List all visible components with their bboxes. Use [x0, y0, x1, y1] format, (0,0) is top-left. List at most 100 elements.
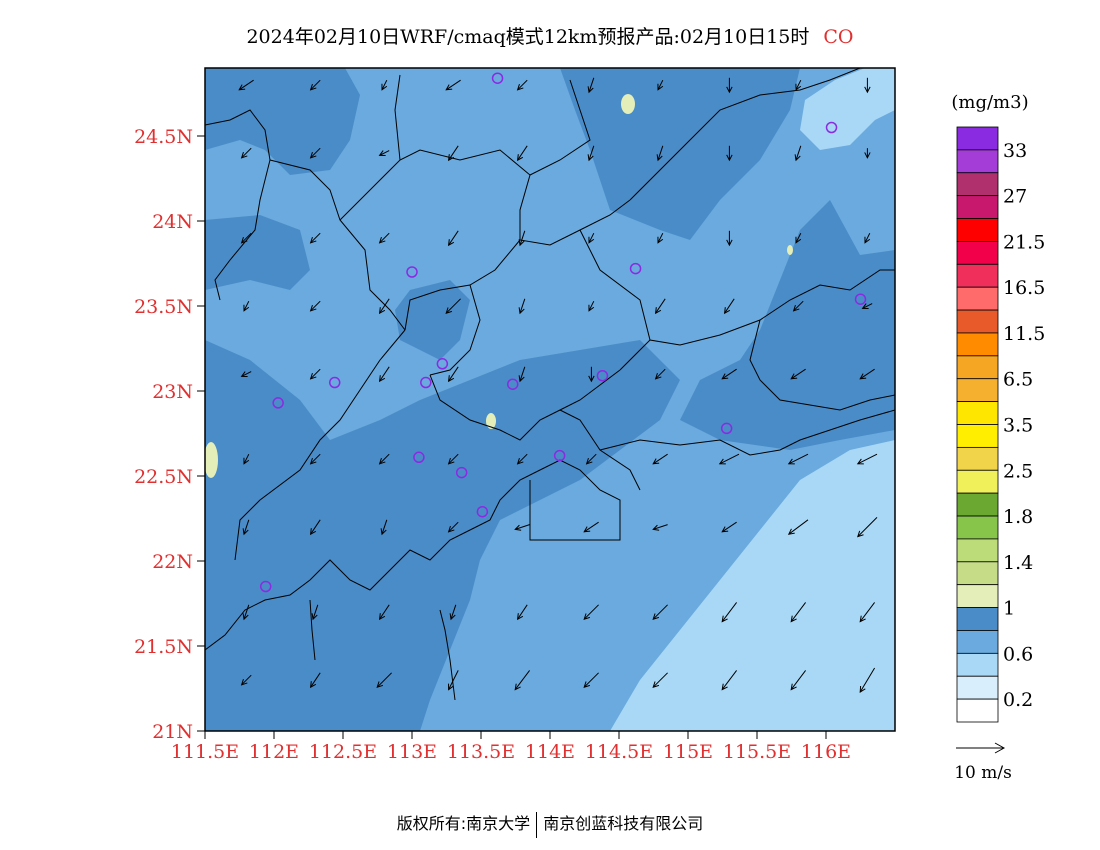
colorbar-segment [956, 538, 999, 563]
colorbar-level-label: 0.2 [1003, 689, 1033, 711]
title-species: CO [823, 26, 854, 48]
colorbar-segment [956, 241, 999, 265]
wind-arrow [721, 602, 737, 623]
colorbar-segment [956, 698, 999, 723]
colorbar-segment [956, 218, 999, 242]
wind-arrow [721, 368, 737, 380]
wind-arrow [447, 366, 459, 383]
band-dark-region-west2 [205, 215, 310, 290]
wind-arrow [309, 672, 321, 689]
wind-arrow [790, 368, 806, 380]
lon-tick-label: 115E [663, 741, 713, 763]
wind-arrow [242, 519, 250, 536]
colorbar-segment [956, 515, 999, 540]
wind-arrow [588, 366, 595, 383]
colorbar-segment [956, 492, 999, 517]
wind-arrow [654, 368, 666, 380]
latitude-axis: 24.5N 24N 23.5N 23N 22.5N 22N 21.5N 21N [134, 126, 205, 743]
lon-tick-label: 111.5E [171, 741, 239, 763]
lon-tick-label: 113.5E [447, 741, 515, 763]
station-marker [553, 449, 566, 462]
longitude-axis: 111.5E 112E 112.5E 113E 113.5E 114E 114.5E 115E… [171, 731, 851, 763]
colorbar [956, 126, 999, 723]
wind-arrow [516, 145, 528, 162]
wind-arrow [378, 604, 390, 621]
wind-arrow [726, 77, 733, 94]
wind-arrow [378, 453, 390, 465]
wind-vectors [238, 77, 878, 693]
wind-arrow [376, 672, 392, 688]
colorbar-level-label: 3.5 [1003, 415, 1033, 437]
band-dark-region-west [205, 68, 360, 175]
band-above-1-patch [205, 442, 218, 478]
colorbar-level-label: 16.5 [1003, 277, 1045, 299]
wind-arrow [859, 368, 875, 380]
wind-arrow [795, 232, 802, 244]
band-dark-region-south [205, 340, 680, 731]
colorbar-segment [956, 424, 999, 448]
colorbar-segment [956, 286, 999, 311]
lon-tick-label: 115.5E [723, 741, 791, 763]
wind-arrow [445, 79, 461, 91]
band-above-1-patch [787, 245, 793, 255]
wind-arrow [587, 77, 595, 94]
wind-arrow [381, 79, 388, 91]
wind-arrow [309, 232, 321, 244]
band-above-1-patch [621, 94, 635, 114]
station-marker [436, 358, 449, 370]
station-marker [406, 266, 418, 278]
lat-tick-label: 22N [152, 551, 193, 573]
lon-tick-label: 112.5E [309, 741, 377, 763]
colorbar-labels: 33 27 21.5 16.5 11.5 6.5 3.5 2.5 1.8 1.4 1 0.6 0.2 [1003, 140, 1045, 711]
wind-arrow [514, 670, 530, 691]
wind-arrow [583, 521, 599, 533]
wind-arrow [447, 230, 459, 247]
wind-arrow [652, 524, 668, 531]
wind-arrow [240, 147, 252, 159]
colorbar-segment [956, 378, 999, 403]
colorbar-segment [956, 630, 999, 654]
lon-tick-label: 112E [249, 741, 299, 763]
copyright-footer: 版权所有:南京大学 南京创蓝科技有限公司 [0, 810, 1100, 838]
wind-arrow [311, 604, 319, 621]
wind-arrow [518, 366, 526, 383]
wind-arrow [857, 517, 878, 538]
wind-arrow [447, 145, 459, 162]
lat-tick-label: 22.5N [134, 466, 193, 488]
wind-arrow [726, 230, 733, 247]
station-marker [491, 72, 504, 84]
colorbar-segment [956, 446, 999, 471]
wind-arrow [864, 77, 871, 94]
wind-arrow [587, 145, 595, 162]
colorbar-segment [956, 584, 999, 608]
wind-arrow [445, 298, 461, 314]
wind-arrow [309, 453, 321, 465]
lat-tick-label: 23.5N [134, 296, 193, 318]
station-marker [476, 505, 489, 518]
lat-tick-label: 24.5N [134, 126, 193, 148]
station-marker [272, 397, 284, 409]
wind-arrow [309, 368, 321, 380]
wind-arrow [585, 453, 597, 465]
footer-separator [536, 811, 538, 838]
wind-arrow [516, 79, 528, 91]
wind-arrow [516, 453, 528, 465]
wind-arrow [518, 298, 526, 315]
wind-arrow [378, 366, 390, 383]
band-dark-region-center [395, 280, 470, 360]
station-marker [413, 451, 425, 464]
wind-scale-label: 10 m/s [954, 763, 1012, 783]
wind-arrow [721, 521, 737, 533]
wind-arrow [516, 604, 528, 621]
colorbar-level-label: 33 [1003, 140, 1027, 162]
station-marker [455, 466, 468, 479]
colorbar-segment [956, 195, 999, 219]
colorbar-level-label: 1.4 [1003, 552, 1033, 574]
band-0-2-to-0-6-ne [800, 68, 895, 150]
wind-scale-arrowhead [994, 742, 1006, 754]
legend-unit: (mg/m3) [951, 92, 1028, 113]
wind-arrow [856, 453, 878, 465]
station-marker [328, 376, 341, 389]
admin-boundaries [205, 68, 895, 561]
